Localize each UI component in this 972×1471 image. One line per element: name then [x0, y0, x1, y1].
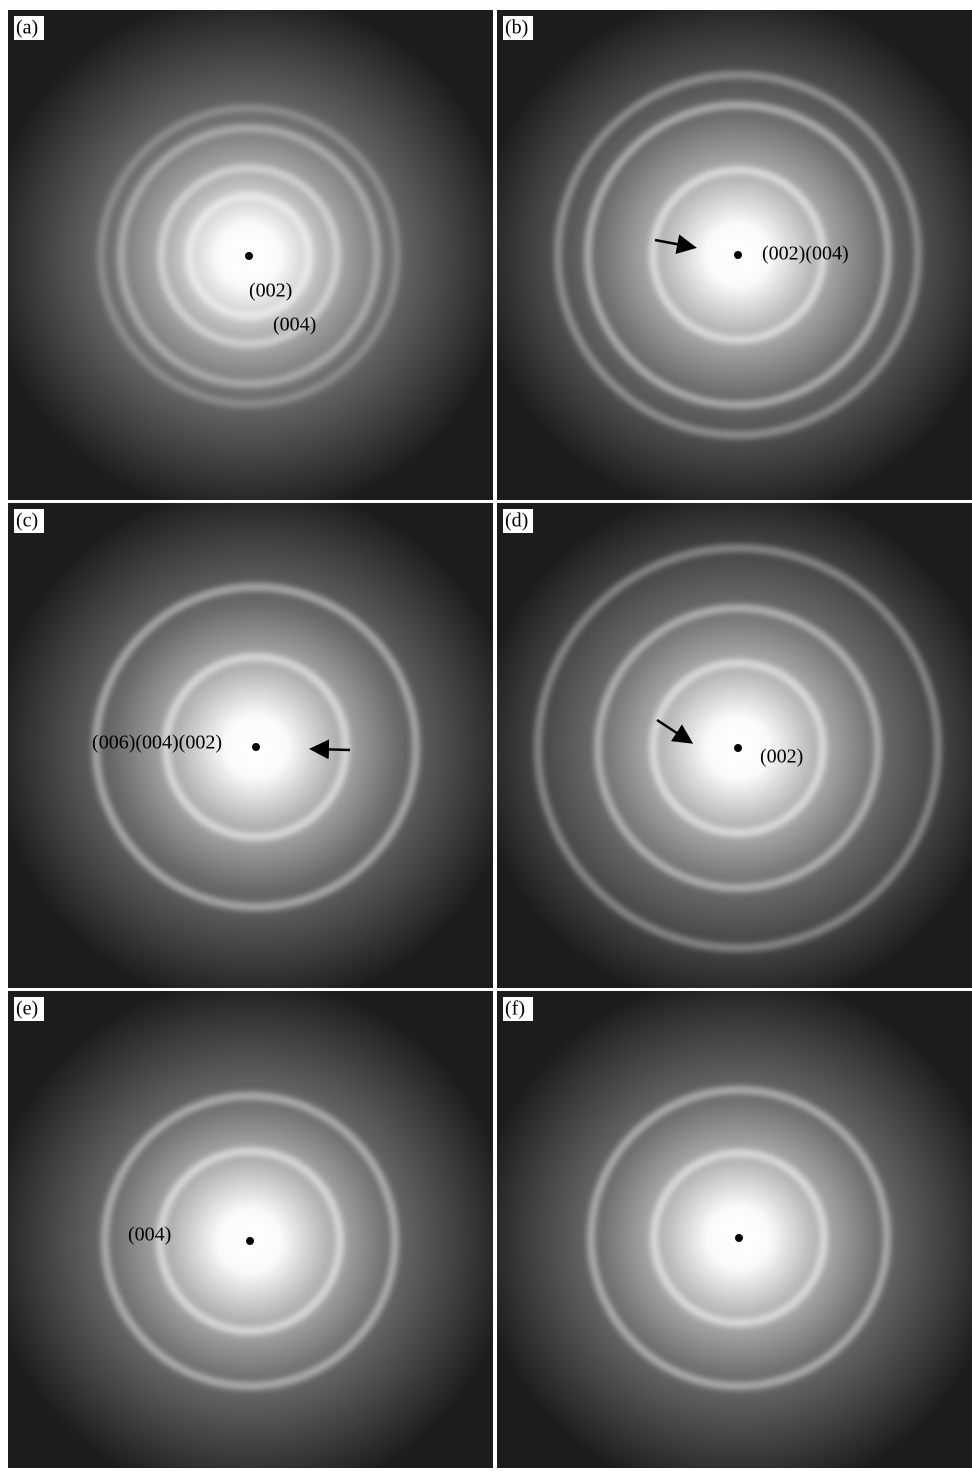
index-annotation: (004): [128, 1224, 171, 1246]
panel-label: (f): [505, 998, 525, 1020]
central-beam: [252, 743, 260, 751]
diffuse-glow: [497, 991, 972, 1468]
arrow: [654, 234, 697, 255]
panel-label: (d): [505, 510, 528, 532]
diffraction-ring: [650, 1149, 828, 1327]
index-annotation: (004): [273, 314, 316, 336]
panel: (e) (004): [8, 991, 493, 1468]
central-beam: [734, 251, 742, 259]
label-box: [503, 997, 533, 1021]
diffraction-ring: [156, 1147, 344, 1335]
label-box: [14, 16, 44, 40]
central-beam: [245, 252, 253, 260]
diffraction-ring: [117, 124, 381, 388]
diffraction-ring: [649, 166, 827, 344]
arrow: [309, 739, 351, 760]
index-annotation: (006)(004)(002): [92, 732, 222, 754]
diffuse-glow: [8, 991, 493, 1468]
index-annotation: (002)(004): [762, 243, 849, 265]
label-box: [503, 16, 533, 40]
diffraction-ring: [584, 101, 892, 409]
index-annotation: (002): [760, 746, 803, 768]
diffuse-glow: [8, 503, 493, 988]
central-beam: [735, 1234, 743, 1242]
panel: (c) (006)(004)(002): [8, 503, 493, 988]
diffraction-ring: [594, 604, 882, 892]
diffraction-ring: [97, 104, 401, 408]
diffraction-ring: [185, 192, 313, 320]
diffraction-ring: [101, 1092, 399, 1390]
label-box: [14, 509, 44, 533]
panel-label: (a): [16, 17, 38, 39]
panel: (b) (002)(004): [497, 10, 972, 500]
diffraction-ring: [92, 583, 420, 911]
panel-label: (b): [505, 17, 528, 39]
diffraction-ring: [554, 71, 922, 439]
panel-label: (c): [16, 510, 38, 532]
arrow: [656, 718, 694, 744]
diffuse-glow: [8, 10, 493, 500]
panel-label: (e): [16, 998, 38, 1020]
diffraction-ring: [649, 659, 827, 837]
diffraction-ring: [157, 164, 341, 348]
index-annotation: (002): [249, 280, 292, 302]
panel: (a) (002) (004): [8, 10, 493, 500]
panel: (d) (002): [497, 503, 972, 988]
diffraction-ring: [162, 653, 350, 841]
diffraction-ring: [534, 544, 942, 952]
panel: (f): [497, 991, 972, 1468]
central-beam: [246, 1237, 254, 1245]
diffraction-ring: [587, 1086, 891, 1390]
label-box: [14, 997, 44, 1021]
label-box: [503, 509, 533, 533]
central-beam: [734, 744, 742, 752]
diffuse-glow: [497, 503, 972, 988]
